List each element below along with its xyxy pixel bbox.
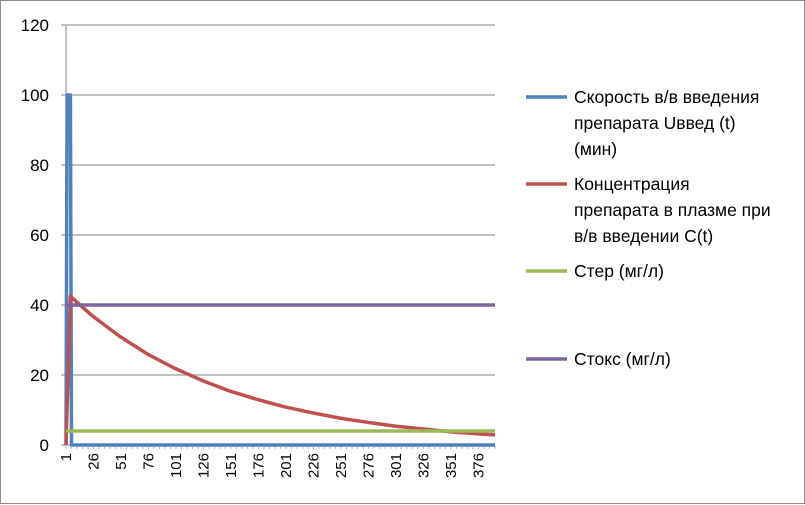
x-tick-label-326: 326 <box>416 453 433 478</box>
y-axis-ticks: 0 20 40 60 80 100 120 <box>21 16 49 455</box>
legend-label-2-line-3: в/в введении C(t) <box>574 226 713 246</box>
plot-series <box>64 93 496 447</box>
y-tick-label-40: 40 <box>30 296 49 315</box>
axes <box>61 24 496 449</box>
x-tick-label-226: 226 <box>306 453 323 478</box>
x-tick-label-201: 201 <box>278 453 295 478</box>
x-tick-label-76: 76 <box>141 453 158 470</box>
legend-label-2-line-2: препарата в плазме при <box>574 200 771 220</box>
y-tick-label-0: 0 <box>40 436 49 455</box>
y-tick-label-100: 100 <box>21 86 49 105</box>
legend-label-4-line-1: Стокс (мг/л) <box>574 349 671 369</box>
series-line-2 <box>64 294 496 446</box>
series-line-1 <box>64 93 495 447</box>
x-tick-label-51: 51 <box>113 453 130 470</box>
y-tick-label-80: 80 <box>30 156 49 175</box>
x-tick-label-26: 26 <box>86 453 103 470</box>
x-tick-label-276: 276 <box>361 453 378 478</box>
legend-label-1-line-3: (мин) <box>574 139 617 159</box>
x-tick-label-376: 376 <box>471 453 488 478</box>
legend-label-3-line-1: Стер (мг/л) <box>574 261 664 281</box>
legend-label-1-line-2: препарата Uввед (t) <box>574 113 736 133</box>
x-tick-label-251: 251 <box>333 453 350 478</box>
y-tick-label-120: 120 <box>21 16 49 35</box>
x-tick-label-351: 351 <box>443 453 460 478</box>
x-tick-label-101: 101 <box>168 453 185 478</box>
x-tick-label-151: 151 <box>223 453 240 478</box>
y-tick-label-20: 20 <box>30 366 49 385</box>
legend: Скорость в/в введения препарата Uввед (t)… <box>526 87 771 369</box>
x-tick-label-1: 1 <box>58 453 75 461</box>
legend-label-1-line-1: Скорость в/в введения <box>574 87 759 107</box>
x-axis-ticks: 1 26 51 76 101 126 151 176 201 226 251 276 301 326 351… <box>58 453 488 478</box>
legend-label-2-line-1: Концентрация <box>574 174 690 194</box>
x-tick-label-301: 301 <box>388 453 405 478</box>
x-tick-label-126: 126 <box>196 453 213 478</box>
x-tick-label-176: 176 <box>251 453 268 478</box>
gridlines <box>66 24 495 376</box>
y-tick-label-60: 60 <box>30 226 49 245</box>
